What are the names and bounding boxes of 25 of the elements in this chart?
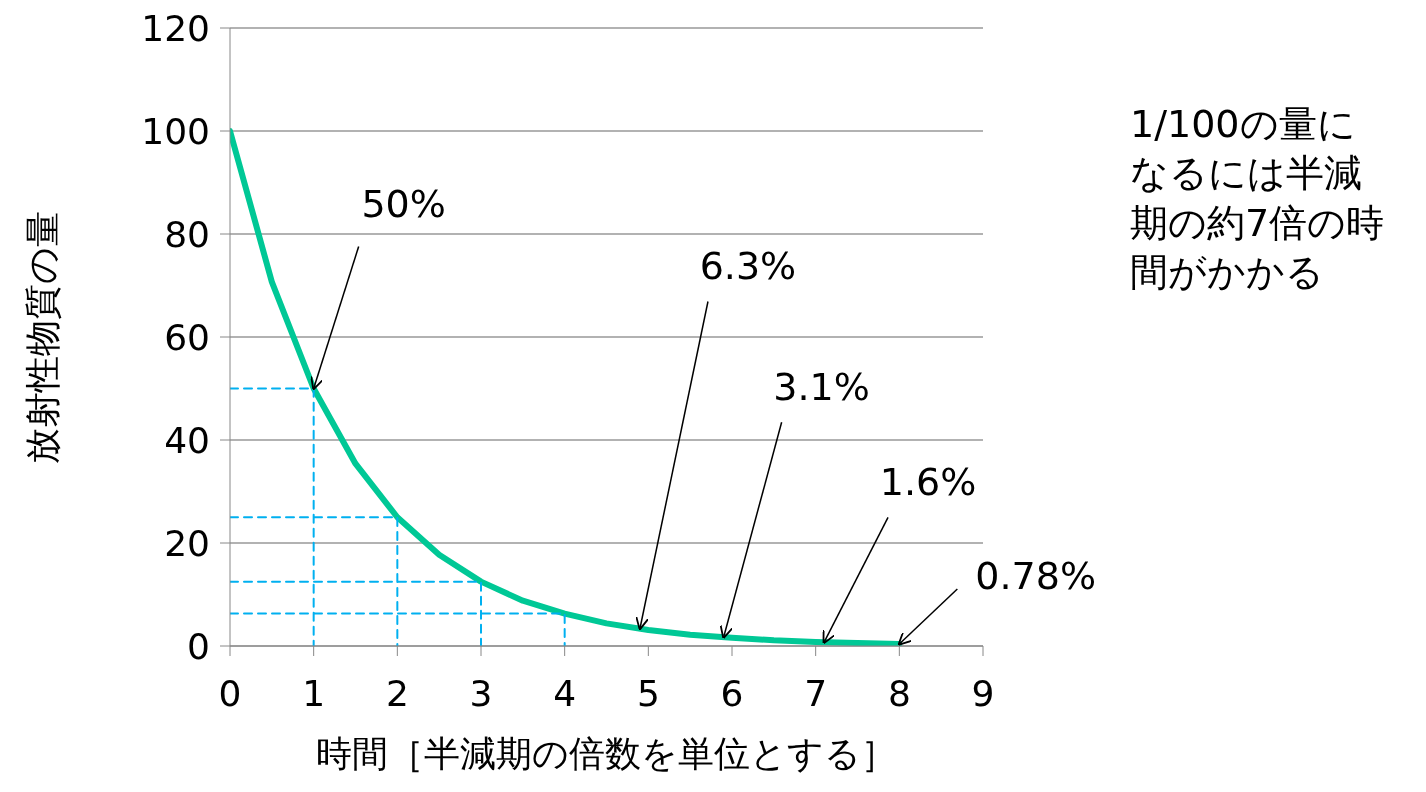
x-tick-label: 9 — [971, 672, 995, 714]
annotation: 0.78% — [975, 553, 1097, 598]
x-tick-label: 7 — [804, 672, 828, 714]
text: 1/100の量になるには半減期の約7倍の時間がかかる — [1130, 101, 1386, 297]
x-tick-label: 6 — [720, 672, 744, 714]
y-tick-label: 80 — [164, 213, 210, 255]
y-tick-label: 100 — [141, 110, 210, 152]
annotation: 3.1% — [773, 365, 870, 410]
y-tick-label: 0 — [187, 625, 210, 667]
y-axis-title: 放射性物質の量 — [21, 210, 63, 464]
x-tick-label: 0 — [218, 672, 242, 714]
x-tick-label: 1 — [302, 672, 326, 714]
annotation: 1.6% — [879, 460, 977, 505]
y-tick-label: 60 — [164, 316, 210, 358]
x-tick-label: 2 — [385, 672, 409, 714]
x-tick-label: 3 — [469, 672, 493, 714]
x-axis-title: 時間［半減期の倍数を単位とする］ — [316, 733, 897, 774]
x-tick-label: 5 — [636, 672, 660, 714]
x-tick-label: 8 — [887, 672, 911, 714]
annotation: 50% — [361, 181, 446, 226]
y-tick-label: 40 — [164, 419, 210, 461]
x-tick-label: 4 — [553, 672, 577, 714]
annotation: 6.3% — [699, 244, 797, 289]
y-tick-label: 120 — [141, 7, 210, 49]
y-tick-label: 20 — [164, 522, 210, 564]
